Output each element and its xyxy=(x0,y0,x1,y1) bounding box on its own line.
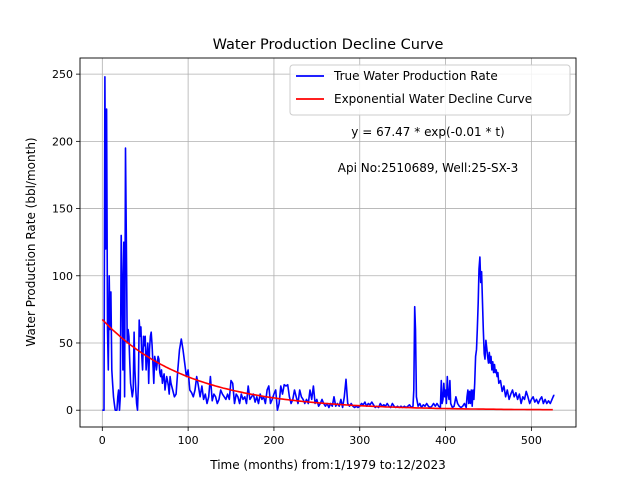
x-tick-label: 300 xyxy=(349,434,370,447)
y-tick-label: 200 xyxy=(52,135,73,148)
chart-title: Water Production Decline Curve xyxy=(213,37,444,53)
x-tick-label: 400 xyxy=(435,434,456,447)
y-tick-label: 150 xyxy=(52,203,73,216)
y-tick-label: 250 xyxy=(52,68,73,81)
true-rate-line xyxy=(102,76,555,411)
plot-frame xyxy=(79,57,577,428)
y-tick-label: 50 xyxy=(59,337,73,350)
x-tick-label: 100 xyxy=(178,434,199,447)
well-annotation: Api No:2510689, Well:25-SX-3 xyxy=(338,161,518,175)
x-tick-label: 0 xyxy=(99,434,106,447)
x-axis-label: Time (months) from:1/1979 to:12/2023 xyxy=(209,458,446,472)
plot-area: 0 100 200 300 400 500 0 50 100 150 200 250 xyxy=(52,57,577,447)
equation-annotation: y = 67.47 * exp(-0.01 * t) xyxy=(351,125,504,139)
decline-curve-line xyxy=(101,318,553,411)
legend-label: True Water Production Rate xyxy=(333,69,498,83)
y-axis-label: Water Production Rate (bbl/month) xyxy=(24,137,38,346)
y-tick-label: 100 xyxy=(52,270,73,283)
legend-label: Exponential Water Decline Curve xyxy=(334,92,532,106)
x-tick-label: 500 xyxy=(521,434,542,447)
legend-box xyxy=(289,64,571,116)
y-tick-label: 0 xyxy=(66,404,73,417)
x-tick-label: 200 xyxy=(263,434,284,447)
legend: True Water Production Rate Exponential Wa… xyxy=(289,64,571,116)
